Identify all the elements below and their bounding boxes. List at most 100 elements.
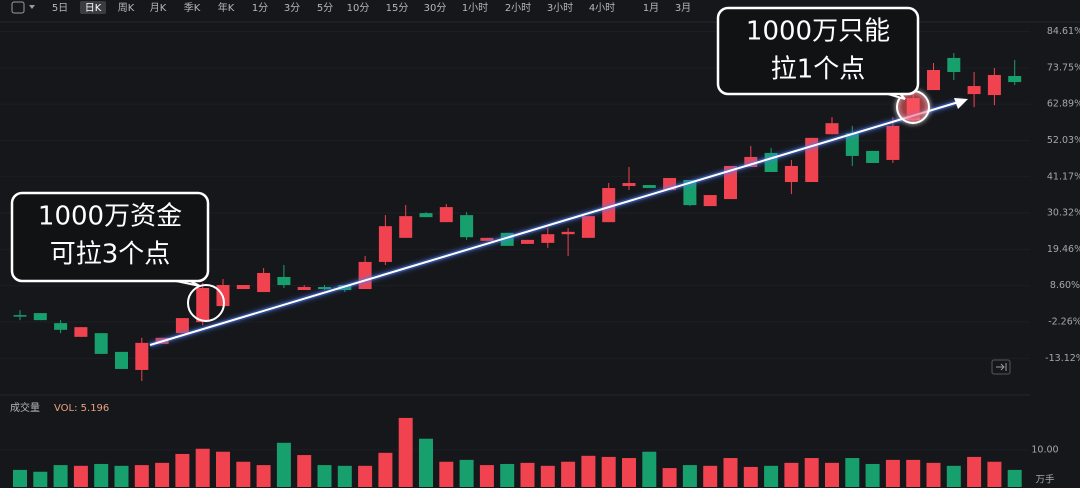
- candle-body: [521, 239, 534, 244]
- y-tick-label: 8.60%: [1050, 280, 1080, 291]
- candle-body: [642, 185, 656, 189]
- volume-bar: [419, 438, 433, 487]
- volume-bar: [378, 452, 393, 487]
- candle-body: [399, 216, 413, 238]
- toolbar-tab[interactable]: 3小时: [547, 2, 573, 14]
- y-tick-label: 62.89%: [1047, 99, 1080, 110]
- toolbar-tab[interactable]: 30分: [424, 2, 447, 14]
- toolbar-tab[interactable]: 季K: [184, 2, 201, 14]
- y-tick-label: -13.12%: [1045, 353, 1080, 364]
- candle-body: [439, 207, 453, 223]
- toolbar-tab[interactable]: 1小时: [462, 2, 488, 14]
- toolbar-tab[interactable]: 4小时: [589, 2, 615, 14]
- callout-text: 可拉3个点: [50, 240, 171, 270]
- candle-body: [784, 165, 798, 183]
- icon-frame: [11, 1, 25, 14]
- callout-box: [716, 6, 920, 96]
- toolbar-tab[interactable]: 周K: [118, 2, 135, 14]
- volume-bar: [642, 451, 657, 487]
- volume-bar: [358, 465, 373, 487]
- volume-unit: 万手: [1035, 474, 1055, 486]
- volume-bar: [906, 459, 921, 487]
- volume-bar: [967, 456, 982, 487]
- callout-text: 1000万资金: [38, 202, 182, 232]
- volume-bar: [845, 458, 860, 487]
- volume-bar: [114, 465, 129, 487]
- candle-body: [318, 287, 331, 290]
- volume-bar: [195, 448, 210, 487]
- y-tick-label: 30.32%: [1047, 208, 1080, 219]
- toolbar-tab[interactable]: 5分: [317, 2, 333, 14]
- candle-body: [967, 86, 981, 95]
- volume-bar: [703, 465, 718, 487]
- volume-bar: [1007, 469, 1022, 487]
- candle-body: [460, 215, 474, 238]
- volume-bar: [297, 455, 312, 487]
- volume-bar: [398, 417, 413, 487]
- candle-body: [703, 195, 717, 207]
- volume-bar: [540, 465, 555, 487]
- candle-body: [236, 285, 250, 290]
- volume-bar: [155, 462, 170, 487]
- volume-bar: [662, 468, 677, 487]
- candle-body: [866, 150, 880, 163]
- volume-bar: [682, 465, 697, 487]
- volume-bar: [13, 469, 27, 487]
- toolbar-tab[interactable]: 10分: [347, 2, 370, 14]
- candle-body: [927, 69, 940, 91]
- candle-body: [845, 133, 859, 156]
- volume-bar: [825, 462, 839, 487]
- callout-text: 拉1个点: [771, 55, 866, 85]
- volume-title: 成交量: [10, 401, 40, 414]
- trend-arrow: [149, 100, 963, 346]
- toolbar-tab[interactable]: 年K: [218, 1, 235, 14]
- candle-body: [886, 125, 900, 160]
- toolbar-tab[interactable]: 3分: [284, 2, 300, 14]
- menu-icon[interactable]: [11, 1, 35, 14]
- candle-body: [135, 342, 149, 370]
- volume-bar: [784, 462, 799, 487]
- volume-bar: [581, 455, 596, 487]
- candle-body: [196, 288, 210, 323]
- toolbar-tab[interactable]: 2小时: [505, 2, 531, 14]
- volume-bar: [865, 463, 880, 487]
- volume-bar: [601, 456, 616, 487]
- candle-body: [987, 75, 1001, 96]
- volume-bar: [987, 461, 1002, 487]
- candle-body: [297, 287, 311, 291]
- toolbar-tab[interactable]: 日K: [85, 3, 102, 14]
- volume-bar: [256, 465, 271, 487]
- highlight-circle: [187, 284, 225, 322]
- toolbar-tab[interactable]: 3月: [675, 2, 691, 14]
- candle-body: [257, 272, 271, 293]
- icon-caret: [29, 5, 35, 9]
- toolbar-tab[interactable]: 月K: [150, 2, 167, 14]
- candle-body: [1008, 76, 1022, 83]
- arrow-head: [954, 98, 968, 109]
- callout-box: [10, 191, 210, 283]
- volume-bar: [723, 458, 738, 487]
- candle-body: [358, 261, 372, 290]
- volume-bar: [317, 465, 332, 487]
- volume-bar: [216, 451, 230, 487]
- volume-bar: [622, 458, 636, 487]
- collapse-button[interactable]: [991, 359, 1011, 375]
- candle-body: [175, 318, 189, 334]
- candle-body: [541, 234, 555, 243]
- toolbar-tab[interactable]: 1分: [252, 2, 268, 14]
- candle-body: [94, 333, 108, 354]
- button-icon: [996, 363, 1007, 371]
- active-tab: [80, 1, 106, 14]
- candle-body: [622, 183, 636, 187]
- volume-bar: [94, 463, 109, 487]
- volume-bar: [946, 465, 961, 487]
- volume-bar: [743, 466, 758, 487]
- volume-bar: [500, 463, 515, 487]
- volume-bar: [764, 465, 779, 487]
- candle-body: [581, 216, 595, 238]
- toolbar-tab[interactable]: 1月: [643, 2, 659, 14]
- toolbar-tab[interactable]: 15分: [386, 2, 409, 14]
- toolbar-tab[interactable]: 5日: [52, 3, 68, 14]
- volume-bar: [33, 471, 48, 487]
- candle-body: [33, 313, 47, 321]
